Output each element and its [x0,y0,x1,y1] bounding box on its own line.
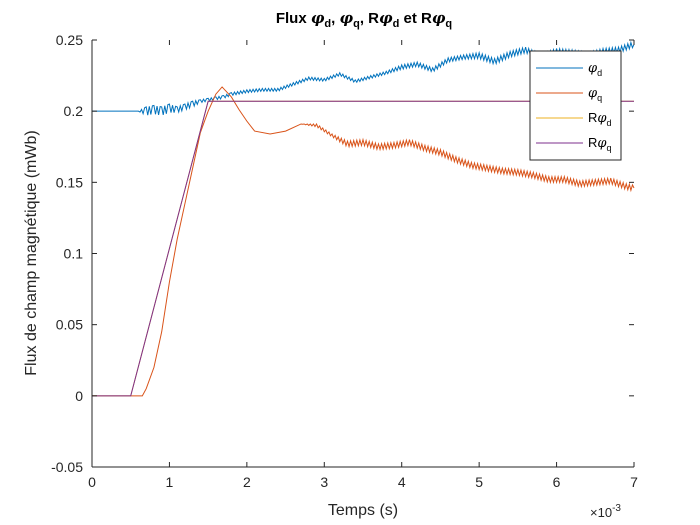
x-tick-label: 6 [553,474,561,490]
series-line-rphi-q [92,100,634,397]
y-tick-label: -0.05 [51,459,83,475]
title-part-separator: , [360,10,368,27]
legend-subscript: q [607,143,612,153]
x-tick-label: 7 [630,474,638,490]
x-tick-label: 2 [243,474,251,490]
legend-subscript: d [607,118,612,128]
y-ticks: -0.05 0 0.05 0.1 0.15 0.2 0.25 [51,32,634,475]
legend-prefix: R [588,110,597,125]
title-part-subscript: d [393,18,400,30]
legend-prefix: R [588,135,597,150]
x-ticks: 0 1 2 3 4 5 6 7 [88,40,638,490]
legend-symbol: φ [588,61,598,76]
title-part-symbol: φ [311,9,325,27]
title-part-prefix: R [368,10,379,27]
legend-symbol: φ [597,136,607,151]
title-part-subscript: d [324,18,331,30]
x-tick-label: 5 [475,474,483,490]
y-tick-label: 0.1 [64,246,84,262]
exponent-base: ×10 [590,505,612,520]
legend-symbol: φ [588,86,598,101]
y-tick-label: 0.2 [64,103,84,119]
chart-title: Flux φd, φq, Rφd et Rφq [276,9,452,30]
legend-entry-label: φq [588,86,602,103]
legend-subscript: q [597,93,602,103]
title-part-symbol: φ [432,9,446,27]
legend-symbol: φ [597,111,607,126]
x-axis-label: Temps (s) [328,502,398,519]
title-part-symbol: φ [379,9,393,27]
y-tick-label: 0.05 [56,317,83,333]
legend-entry-label: φd [588,61,602,78]
series-line-phi-q [92,86,635,397]
title-part-subscript: q [445,18,452,30]
y-tick-label: 0 [75,388,83,404]
title-prefix: Flux [276,10,311,27]
x-tick-label: 4 [398,474,406,490]
legend-box [529,50,622,161]
y-tick-label: 0.15 [56,174,83,190]
exponent-power: -3 [612,503,621,514]
x-tick-label: 1 [166,474,174,490]
title-part-prefix: R [421,10,432,27]
legend-entry-label: Rφq [588,135,612,153]
x-axis-exponent: ×10-3 [590,503,621,520]
legend-subscript: d [597,68,602,78]
x-tick-label: 3 [320,474,328,490]
x-tick-label: 0 [88,474,96,490]
y-tick-label: 0.25 [56,32,83,48]
title-part-separator: , [331,10,339,27]
title-part-symbol: φ [340,9,354,27]
title-part-subscript: q [353,18,360,30]
legend-entry-label: Rφd [588,110,612,128]
title-part-separator: et [399,10,421,27]
y-axis-label: Flux de champ magnétique (mWb) [23,130,40,375]
